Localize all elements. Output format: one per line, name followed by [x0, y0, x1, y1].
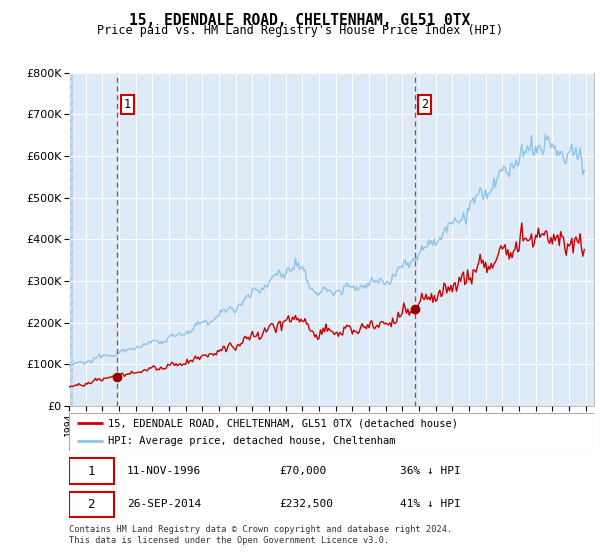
Text: Contains HM Land Registry data © Crown copyright and database right 2024.
This d: Contains HM Land Registry data © Crown c…: [69, 525, 452, 545]
Text: HPI: Average price, detached house, Cheltenham: HPI: Average price, detached house, Chel…: [109, 436, 396, 446]
Text: 2: 2: [421, 98, 428, 111]
Text: 36% ↓ HPI: 36% ↓ HPI: [400, 466, 461, 476]
Text: 1: 1: [124, 98, 131, 111]
Text: 41% ↓ HPI: 41% ↓ HPI: [400, 499, 461, 509]
Text: £70,000: £70,000: [279, 466, 326, 476]
Text: 15, EDENDALE ROAD, CHELTENHAM, GL51 0TX: 15, EDENDALE ROAD, CHELTENHAM, GL51 0TX: [130, 13, 470, 28]
FancyBboxPatch shape: [69, 492, 113, 517]
FancyBboxPatch shape: [69, 413, 594, 451]
Text: 15, EDENDALE ROAD, CHELTENHAM, GL51 0TX (detached house): 15, EDENDALE ROAD, CHELTENHAM, GL51 0TX …: [109, 418, 458, 428]
FancyBboxPatch shape: [69, 459, 113, 484]
Text: 11-NOV-1996: 11-NOV-1996: [127, 466, 201, 476]
Text: Price paid vs. HM Land Registry's House Price Index (HPI): Price paid vs. HM Land Registry's House …: [97, 24, 503, 36]
Bar: [69, 73, 73, 406]
Text: 26-SEP-2014: 26-SEP-2014: [127, 499, 201, 509]
Text: 1: 1: [88, 465, 95, 478]
Text: 2: 2: [88, 498, 95, 511]
Text: £232,500: £232,500: [279, 499, 333, 509]
